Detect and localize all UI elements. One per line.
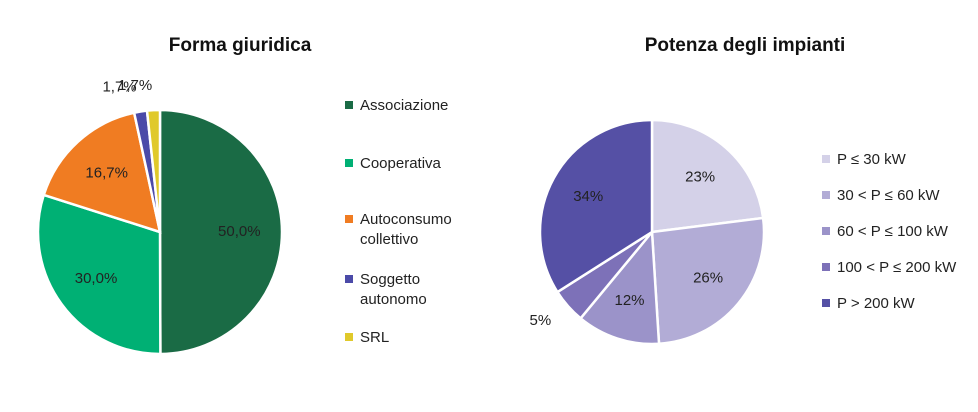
legend-swatch <box>822 155 830 163</box>
data-label: 34% <box>573 188 603 205</box>
legend-label: 100 < P ≤ 200 kW <box>837 259 957 276</box>
legend-item: P ≤ 30 kW <box>822 150 978 170</box>
pie-slice <box>650 216 766 346</box>
legend-item: 30 < P ≤ 60 kW <box>822 186 978 206</box>
legend-item: Cooperativa <box>345 154 465 174</box>
legend-label: P > 200 kW <box>837 295 915 312</box>
legend-item: SRL <box>345 328 465 348</box>
legend-item: P > 200 kW <box>822 294 978 314</box>
data-label: 5% <box>529 312 551 329</box>
data-label: 26% <box>693 269 723 286</box>
legend-swatch <box>822 191 830 199</box>
chart-title: Forma giuridica <box>169 35 312 56</box>
pie-slice <box>538 118 654 294</box>
legend-swatch <box>345 275 353 283</box>
legend-label: Cooperativa <box>360 155 441 172</box>
legend-label: 60 < P ≤ 100 kW <box>837 223 948 240</box>
legend-swatch <box>345 159 353 167</box>
data-label: 30,0% <box>75 270 118 287</box>
legend-swatch <box>345 215 353 223</box>
pie-slice <box>578 228 661 346</box>
legend-label: Associazione <box>360 97 449 114</box>
legend-label: Soggetto autonomo <box>360 271 427 308</box>
pie-slice <box>145 108 162 233</box>
data-label: 16,7% <box>85 164 128 181</box>
data-label: 50,0% <box>218 223 261 240</box>
legend-item: Autoconsumo collettivo <box>345 210 465 250</box>
legend-label: 30 < P ≤ 60 kW <box>837 187 940 204</box>
data-label: 12% <box>614 292 644 309</box>
legend-label: P ≤ 30 kW <box>837 151 906 168</box>
chart-title: Potenza degli impianti <box>645 35 846 56</box>
legend-item: Associazione <box>345 96 465 116</box>
pie-slice <box>650 118 765 234</box>
legend-swatch <box>822 227 830 235</box>
legend-item: 100 < P ≤ 200 kW <box>822 258 978 278</box>
data-label: 1,7% <box>118 77 152 94</box>
legend-item: 60 < P ≤ 100 kW <box>822 222 978 242</box>
pie-slice <box>42 111 162 234</box>
legend-label: SRL <box>360 329 390 346</box>
data-label: 1,7% <box>102 78 136 95</box>
legend-swatch <box>822 299 830 307</box>
legend-swatch <box>345 101 353 109</box>
pie-slice <box>36 193 162 356</box>
pie-slice <box>158 108 284 356</box>
legend-swatch <box>345 333 353 341</box>
legend-item: Soggetto autonomo <box>345 270 465 310</box>
legend-swatch <box>822 263 830 271</box>
data-label: 23% <box>685 168 715 185</box>
legend-label: Autoconsumo collettivo <box>360 211 452 248</box>
